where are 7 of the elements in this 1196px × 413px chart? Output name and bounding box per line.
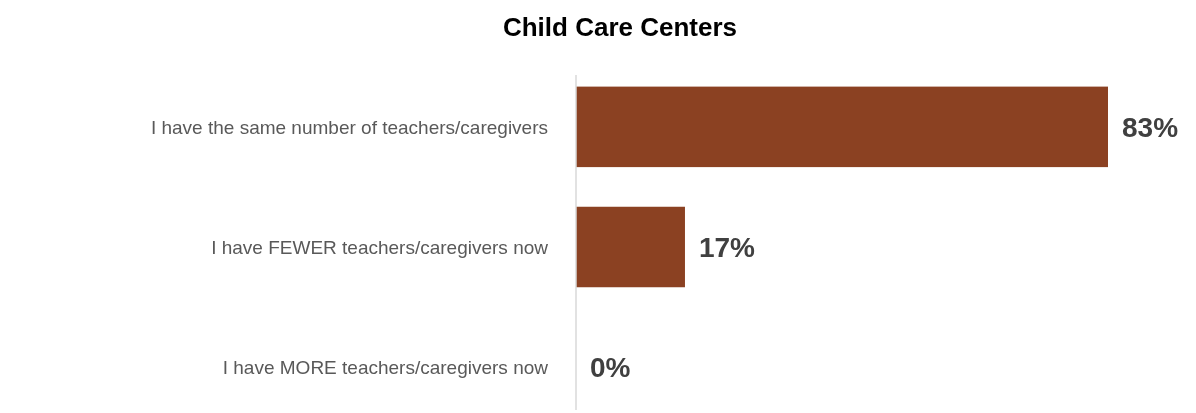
data-label: 83% xyxy=(1122,111,1179,143)
y-tick-label: I have the same number of teachers/caregivers xyxy=(150,116,548,138)
data-label: 17% xyxy=(698,231,756,263)
y-tick-label: I have MORE teachers/caregivers now xyxy=(222,356,549,378)
y-tick-label: I have FEWER teachers/caregivers now xyxy=(211,236,549,258)
data-label: 0% xyxy=(590,351,631,383)
chart-title: Child Care Centers xyxy=(502,12,738,42)
